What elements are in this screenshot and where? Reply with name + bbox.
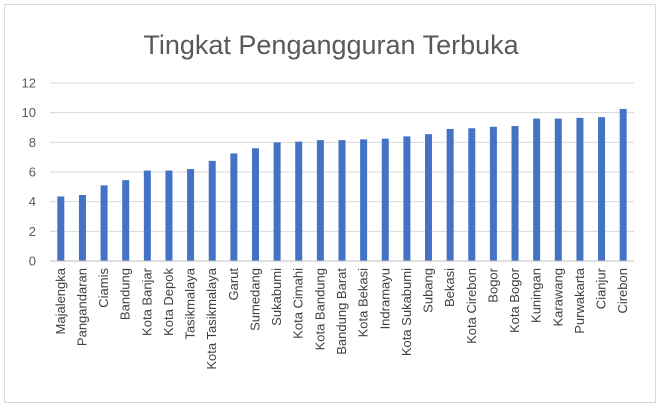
x-category-label: Garut: [226, 268, 241, 301]
bar: [208, 160, 216, 261]
x-category-label: Sukabumi: [269, 268, 284, 326]
x-category-label: Pangandaran: [74, 268, 89, 346]
x-category-label: Bandung Barat: [334, 268, 349, 355]
x-category-label: Bekasi: [442, 268, 457, 307]
x-category-label: Karawang: [550, 268, 565, 327]
bar: [165, 170, 173, 261]
y-axis-ticks: 0 2 4 6 8 10 12: [22, 76, 36, 269]
x-category-label: Kota Tasikmalaya: [204, 267, 219, 369]
bar: [57, 196, 65, 261]
y-tick-label: 0: [29, 254, 36, 269]
y-tick-label: 4: [29, 194, 36, 209]
bar: [446, 128, 454, 261]
x-category-label: Kota Depok: [161, 268, 176, 336]
bar: [403, 136, 411, 261]
x-category-label: Bandung: [118, 268, 133, 320]
bar: [554, 118, 562, 261]
x-category-label: Bogor: [485, 267, 500, 302]
x-category-label: Kota Bandung: [312, 268, 327, 350]
x-category-label: Kota Cimahi: [291, 268, 306, 339]
bar: [425, 134, 433, 261]
x-category-label: Majalengka: [53, 267, 68, 334]
bar: [100, 185, 108, 261]
y-tick-label: 6: [29, 165, 36, 180]
bar: [533, 118, 541, 261]
bar: [122, 180, 130, 261]
bar: [511, 126, 519, 262]
x-category-label: Kota Sukabumi: [399, 268, 414, 356]
chart-frame: [4, 4, 656, 403]
bar: [381, 138, 389, 261]
bar: [251, 148, 259, 261]
x-category-label: Subang: [421, 268, 436, 313]
bar: [576, 117, 584, 261]
x-axis-labels: Majalengka Pangandaran Ciamis Bandung Kota B…: [53, 267, 630, 369]
bar: [230, 153, 238, 261]
x-category-label: Purwakarta: [572, 267, 587, 334]
bar: [316, 140, 324, 261]
x-category-label: Cianjur: [594, 267, 609, 309]
bar: [187, 169, 195, 261]
x-category-label: Cirebon: [615, 268, 630, 314]
bar: [273, 142, 281, 261]
bar: [489, 126, 497, 261]
x-category-label: Indramayu: [377, 268, 392, 329]
y-tick-label: 12: [22, 76, 36, 91]
x-category-label: Kota Cirebon: [464, 268, 479, 344]
x-category-label: Tasikmalaya: [183, 267, 198, 339]
bar: [338, 140, 346, 261]
bar: [360, 139, 368, 261]
bar: [78, 194, 86, 261]
bar: [143, 170, 151, 261]
x-category-label: Kuningan: [529, 268, 544, 323]
bar: [295, 141, 303, 261]
bar: [619, 108, 627, 261]
y-tick-label: 8: [29, 135, 36, 150]
x-category-label: Kota Bekasi: [356, 268, 371, 337]
chart-title: Tingkat Pengangguran Terbuka: [143, 30, 519, 60]
bar: [598, 117, 606, 261]
x-category-label: Kota Banjar: [139, 267, 154, 336]
x-category-label: Ciamis: [96, 268, 111, 308]
y-tick-label: 10: [22, 105, 36, 120]
bars: [57, 108, 627, 262]
bar: [468, 128, 476, 261]
x-category-label: Sumedang: [247, 268, 262, 331]
y-tick-label: 2: [29, 224, 36, 239]
x-category-label: Kota Bogor: [507, 267, 522, 333]
